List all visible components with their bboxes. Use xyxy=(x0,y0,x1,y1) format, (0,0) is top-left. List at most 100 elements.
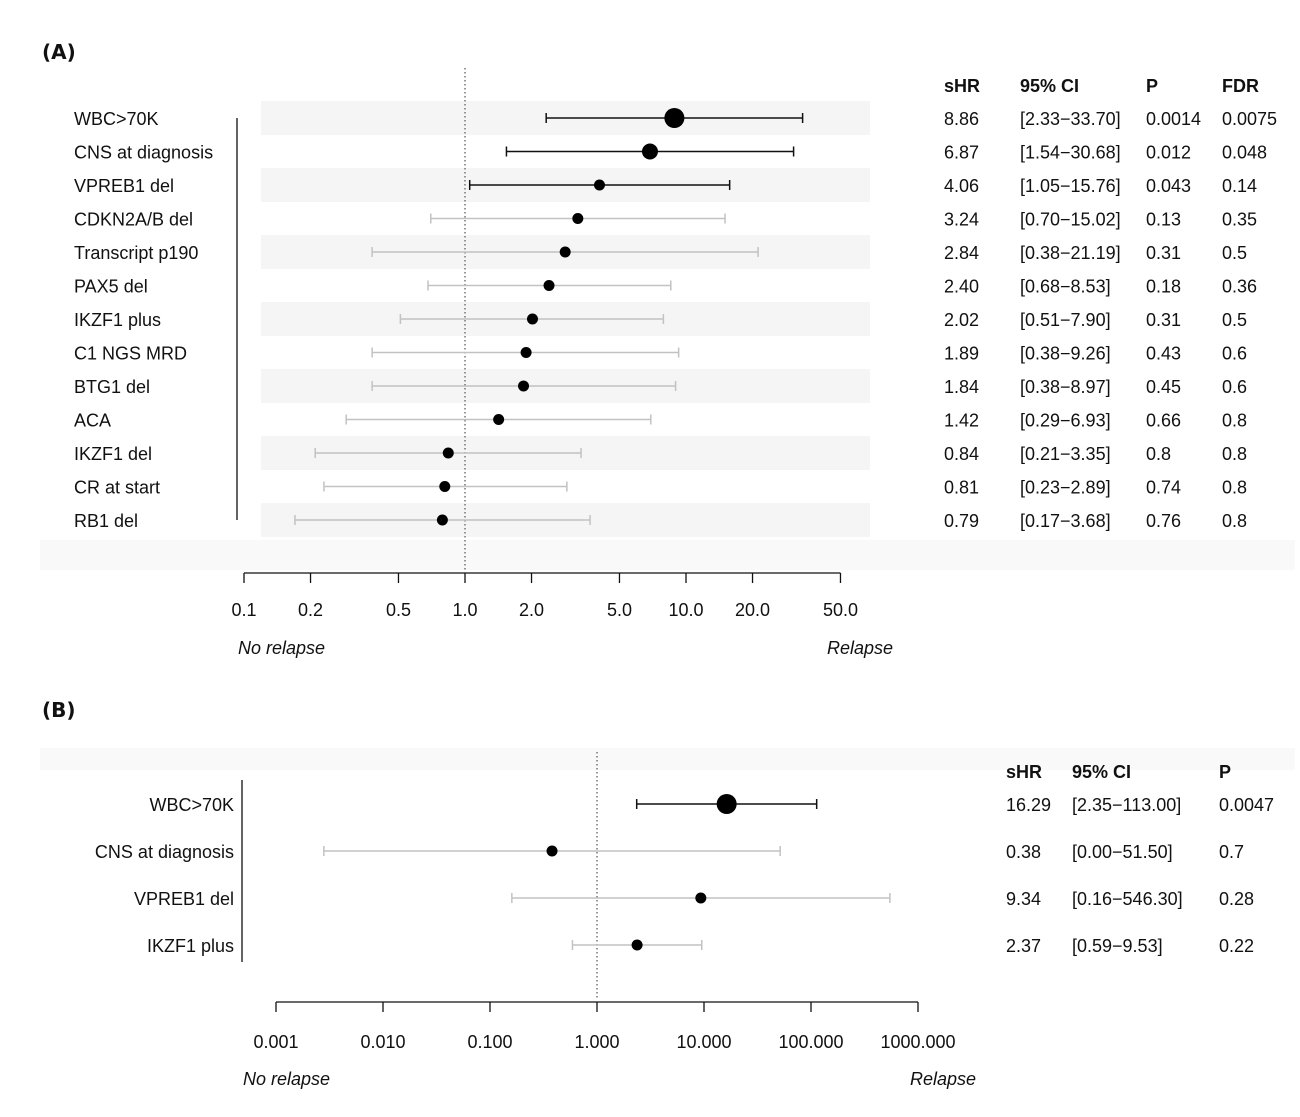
column-header: P xyxy=(1146,76,1158,96)
ci-value: [2.33−33.70] xyxy=(1020,109,1121,129)
shr-value: 9.34 xyxy=(1006,889,1041,909)
ci-value: [0.16−546.30] xyxy=(1072,889,1183,909)
shr-value: 6.87 xyxy=(944,143,979,163)
row-label: C1 NGS MRD xyxy=(74,344,187,364)
row-label: IKZF1 plus xyxy=(147,936,234,956)
p-value: 0.76 xyxy=(1146,511,1181,531)
fdr-value: 0.6 xyxy=(1222,344,1247,364)
shr-value: 1.84 xyxy=(944,377,979,397)
x-tick-label: 0.100 xyxy=(467,1032,512,1052)
ci-value: [0.70−15.02] xyxy=(1020,210,1121,230)
point-estimate xyxy=(695,892,707,904)
point-estimate xyxy=(572,213,584,224)
p-value: 0.0014 xyxy=(1146,109,1201,129)
shr-value: 8.86 xyxy=(944,109,979,129)
column-header: sHR xyxy=(1006,762,1042,782)
point-estimate xyxy=(520,347,532,358)
x-tick-label: 0.2 xyxy=(298,600,323,620)
p-value: 0.0047 xyxy=(1219,795,1274,815)
point-estimate xyxy=(641,143,658,160)
right-annotation: Relapse xyxy=(910,1069,976,1089)
fdr-value: 0.6 xyxy=(1222,377,1247,397)
point-estimate xyxy=(631,939,643,951)
column-header: sHR xyxy=(944,76,980,96)
row-label: WBC>70K xyxy=(149,795,234,815)
point-estimate xyxy=(442,447,454,459)
x-tick-label: 1000.000 xyxy=(880,1032,955,1052)
shr-value: 1.42 xyxy=(944,411,979,431)
p-value: 0.28 xyxy=(1219,889,1254,909)
fdr-value: 0.35 xyxy=(1222,210,1257,230)
background-band xyxy=(40,540,1295,570)
ci-value: [0.38−8.97] xyxy=(1020,377,1111,397)
fdr-value: 0.5 xyxy=(1222,243,1247,263)
shr-value: 2.84 xyxy=(944,243,979,263)
fdr-value: 0.8 xyxy=(1222,511,1247,531)
x-tick-label: 20.0 xyxy=(735,600,770,620)
x-tick-label: 5.0 xyxy=(607,600,632,620)
row-label: VPREB1 del xyxy=(134,889,234,909)
p-value: 0.74 xyxy=(1146,478,1181,498)
point-estimate xyxy=(526,313,538,325)
ci-value: [2.35−113.00] xyxy=(1072,795,1181,815)
point-estimate xyxy=(439,481,451,492)
ci-value: [0.00−51.50] xyxy=(1072,842,1173,862)
point-estimate xyxy=(436,514,448,526)
p-value: 0.43 xyxy=(1146,344,1181,364)
fdr-value: 0.5 xyxy=(1222,310,1247,330)
column-header: 95% CI xyxy=(1020,76,1079,96)
p-value: 0.31 xyxy=(1146,310,1181,330)
ci-value: [0.68−8.53] xyxy=(1020,277,1111,297)
x-tick-label: 0.5 xyxy=(386,600,411,620)
p-value: 0.012 xyxy=(1146,143,1191,163)
x-tick-label: 100.000 xyxy=(778,1032,843,1052)
x-tick-label: 2.0 xyxy=(519,600,544,620)
shr-value: 2.37 xyxy=(1006,936,1041,956)
row-label: CDKN2A/B del xyxy=(74,210,193,230)
ci-value: [0.29−6.93] xyxy=(1020,411,1111,431)
ci-value: [0.23−2.89] xyxy=(1020,478,1111,498)
ci-value: [1.05−15.76] xyxy=(1020,176,1121,196)
panel-a-label: (A) xyxy=(42,40,76,64)
shr-value: 3.24 xyxy=(944,210,979,230)
x-tick-label: 50.0 xyxy=(823,600,858,620)
row-label: CR at start xyxy=(74,478,160,498)
row-label: ACA xyxy=(74,411,111,431)
panel-b-label: (B) xyxy=(42,698,76,722)
p-value: 0.043 xyxy=(1146,176,1191,196)
p-value: 0.45 xyxy=(1146,377,1181,397)
p-value: 0.13 xyxy=(1146,210,1181,230)
row-label: RB1 del xyxy=(74,511,138,531)
fdr-value: 0.8 xyxy=(1222,411,1247,431)
shr-value: 2.40 xyxy=(944,277,979,297)
ci-value: [0.59−9.53] xyxy=(1072,936,1163,956)
p-value: 0.31 xyxy=(1146,243,1181,263)
shr-value: 0.81 xyxy=(944,478,979,498)
fdr-value: 0.0075 xyxy=(1222,109,1277,129)
row-label: CNS at diagnosis xyxy=(95,842,234,862)
row-label: VPREB1 del xyxy=(74,176,174,196)
shr-value: 2.02 xyxy=(944,310,979,330)
forest-plot-a: sHR 95% CI P FDR WBC>70K 8.86 [2.33−33.70] 0.00… xyxy=(40,68,1295,658)
point-estimate xyxy=(593,179,605,191)
ci-value: [1.54−30.68] xyxy=(1020,143,1121,163)
row-label: PAX5 del xyxy=(74,277,148,297)
shr-value: 0.84 xyxy=(944,444,979,464)
row-label: CNS at diagnosis xyxy=(74,143,213,163)
column-header: P xyxy=(1219,762,1231,782)
shr-value: 16.29 xyxy=(1006,795,1051,815)
x-tick-label: 1.0 xyxy=(452,600,477,620)
column-header: 95% CI xyxy=(1072,762,1131,782)
row-label: BTG1 del xyxy=(74,377,150,397)
left-annotation: No relapse xyxy=(243,1069,330,1089)
ci-value: [0.38−21.19] xyxy=(1020,243,1121,263)
point-estimate xyxy=(546,845,558,857)
right-annotation: Relapse xyxy=(827,638,893,658)
x-tick-label: 10.000 xyxy=(676,1032,731,1052)
ci-value: [0.38−9.26] xyxy=(1020,344,1111,364)
p-value: 0.8 xyxy=(1146,444,1171,464)
row-label: IKZF1 del xyxy=(74,444,152,464)
p-value: 0.7 xyxy=(1219,842,1244,862)
shr-value: 0.38 xyxy=(1006,842,1041,862)
